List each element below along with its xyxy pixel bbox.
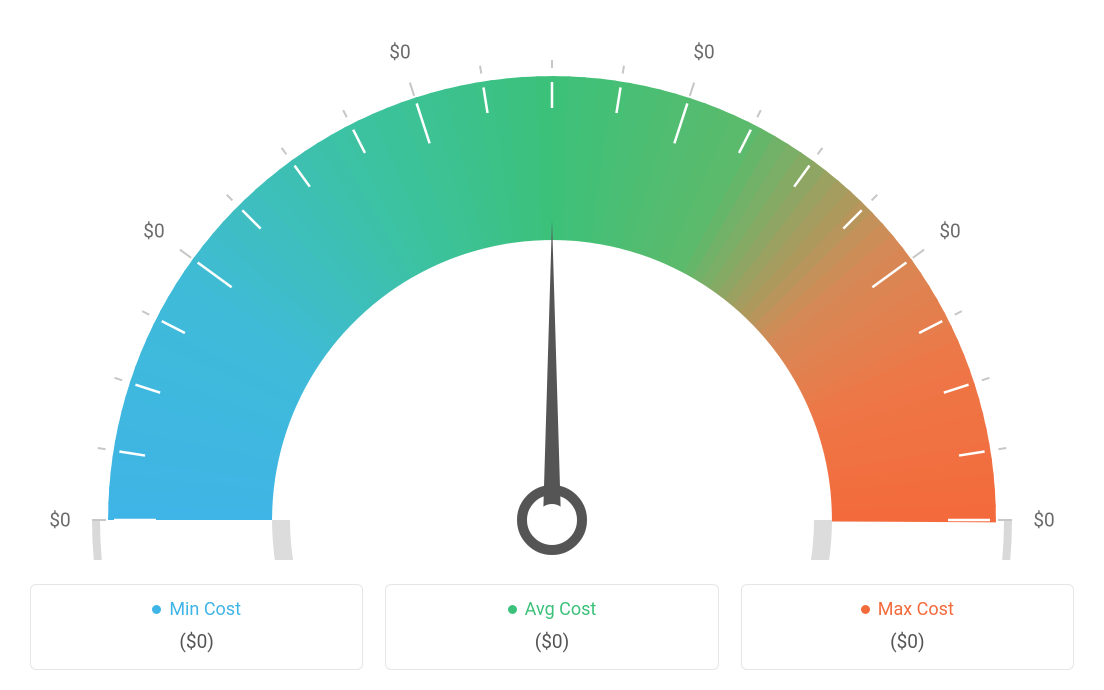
legend-card-avg: Avg Cost ($0) <box>385 584 718 670</box>
gauge-tick-label: $0 <box>143 219 164 242</box>
gauge-tick-label: $0 <box>693 41 714 64</box>
legend-title-max: Max Cost <box>861 599 954 620</box>
gauge-tick-label: $0 <box>939 219 960 242</box>
gauge-tick-label: $0 <box>1033 509 1054 532</box>
gauge-tick-label: $0 <box>49 509 70 532</box>
gauge-area: $0 $0 $0 $0 $0 $0 <box>0 0 1104 560</box>
chart-container: $0 $0 $0 $0 $0 $0 Min Cost ($0) Avg Cost ($0)… <box>0 0 1104 690</box>
gauge-tick-label: $0 <box>389 41 410 64</box>
legend-dot-avg <box>508 605 517 614</box>
legend-dot-min <box>152 605 161 614</box>
gauge-svg <box>0 0 1104 560</box>
legend-title-min: Min Cost <box>152 599 241 620</box>
legend-dot-max <box>861 605 870 614</box>
legend-row: Min Cost ($0) Avg Cost ($0) Max Cost ($0… <box>30 584 1074 670</box>
legend-label-max: Max Cost <box>878 599 954 620</box>
legend-value-max: ($0) <box>752 630 1063 653</box>
legend-value-avg: ($0) <box>396 630 707 653</box>
legend-label-avg: Avg Cost <box>525 599 597 620</box>
legend-value-min: ($0) <box>41 630 352 653</box>
legend-card-max: Max Cost ($0) <box>741 584 1074 670</box>
legend-title-avg: Avg Cost <box>508 599 597 620</box>
legend-card-min: Min Cost ($0) <box>30 584 363 670</box>
legend-label-min: Min Cost <box>169 599 241 620</box>
